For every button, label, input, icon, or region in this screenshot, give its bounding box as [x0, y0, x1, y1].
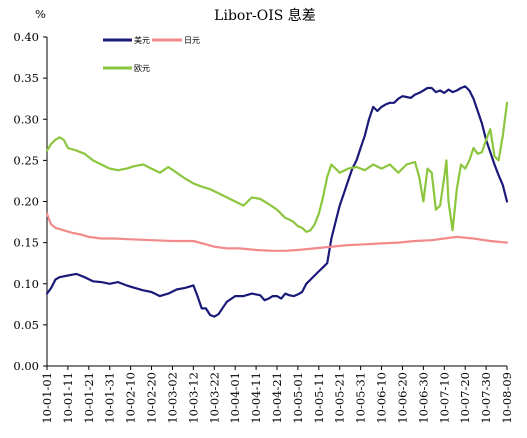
x-tick-label: 10-06-10: [375, 372, 389, 424]
x-tick-label: 10-07-20: [458, 372, 472, 424]
y-tick-label: 0.40: [13, 30, 39, 44]
x-tick-label: 10-01-21: [82, 372, 96, 424]
axes: 0.00 0.05 0.10 0.15 0.20 0.25 0.30 0.35 0.40 10-0…: [13, 30, 514, 424]
series-layer: [45, 85, 509, 318]
x-tick-label: 10-04-01: [228, 372, 242, 424]
y-tick-label: 0.25: [13, 153, 39, 167]
legend-label-2: 欧元: [134, 63, 150, 73]
x-tick-label: 10-07-10: [437, 372, 451, 424]
x-tick-label: 10-05-31: [354, 372, 368, 424]
x-tick-label: 10-01-01: [40, 372, 54, 424]
x-tick-label: 10-05-01: [291, 372, 305, 424]
x-tick-label: 10-05-21: [333, 372, 347, 424]
x-tick-label: 10-03-12: [186, 372, 200, 424]
x-tick-label: 10-02-10: [124, 372, 138, 424]
y-tick-label: 0.00: [13, 359, 39, 373]
x-tick-label: 10-01-31: [103, 372, 117, 424]
chart-title: Libor-OIS 息差: [214, 7, 316, 24]
legend-label-1: 日元: [184, 36, 200, 45]
x-tick-label: 10-06-30: [416, 372, 430, 424]
x-tick-label: 10-08-09: [500, 372, 514, 424]
series-line-0: [45, 85, 509, 318]
y-tick-label: 0.30: [13, 112, 39, 126]
x-tick-label: 10-02-20: [145, 372, 159, 424]
y-tick-label: 0.35: [13, 71, 39, 85]
x-tick-label: 10-04-11: [249, 372, 263, 424]
x-tick-label: 10-03-02: [165, 372, 179, 424]
x-tick-label: 10-03-22: [207, 372, 221, 424]
legend-label-0: 美元: [134, 35, 150, 45]
series-line-2: [45, 101, 509, 233]
x-tick-label: 10-06-20: [395, 372, 409, 424]
y-axis-label: %: [35, 7, 46, 21]
series-line-1: [45, 212, 509, 252]
y-tick-label: 0.05: [13, 318, 39, 332]
x-tick-label: 10-07-30: [479, 372, 493, 424]
y-tick-label: 0.20: [13, 195, 39, 209]
x-tick-label: 10-01-11: [61, 372, 75, 424]
x-tick-label: 10-05-11: [312, 372, 326, 424]
x-tick-label: 10-04-21: [270, 372, 284, 424]
y-tick-label: 0.15: [13, 236, 39, 250]
y-tick-label: 0.10: [13, 277, 39, 291]
